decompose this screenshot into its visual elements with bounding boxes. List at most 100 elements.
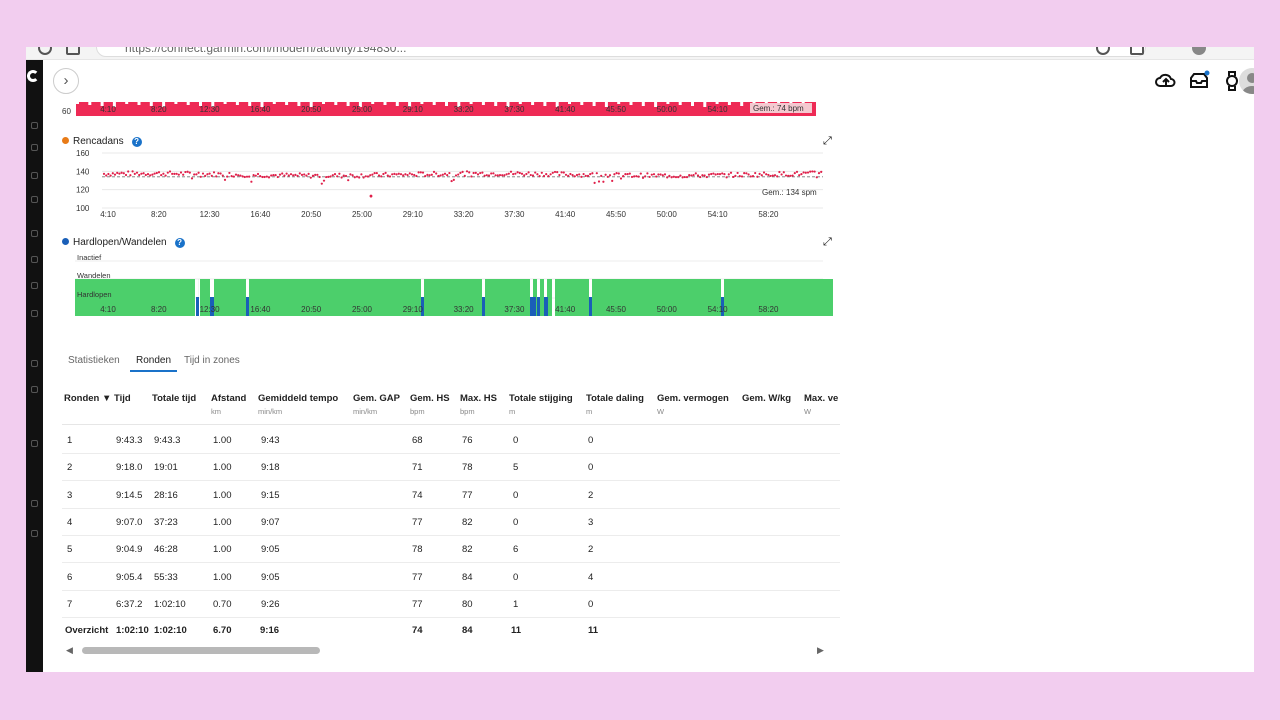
cadence-point [419,171,422,174]
cadence-point [507,172,510,175]
column-header[interactable]: Gem. GAP [353,393,400,404]
column-header[interactable]: Afstand [211,393,247,404]
cadence-point [674,176,678,179]
table-cell: 6 [67,571,73,583]
cadence-point [503,174,506,177]
nav-icon[interactable] [31,530,38,537]
scroll-left-icon[interactable]: ◀ [66,645,73,655]
cadence-point [490,172,493,175]
cadence-point [261,175,264,179]
cadence-point [567,174,570,177]
nav-icon[interactable] [31,256,38,263]
column-header[interactable]: Gem. HS [410,393,450,404]
cadence-point [547,175,550,178]
nav-icon[interactable] [31,500,38,507]
nav-icon[interactable] [31,122,38,129]
running-segment [200,279,210,316]
column-header[interactable]: Max. ve [804,393,839,404]
nav-icon[interactable] [31,386,38,393]
nav-icon[interactable] [31,172,38,179]
nav-icon[interactable] [31,310,38,317]
column-header[interactable]: Totale daling [586,393,644,404]
help-icon[interactable]: ? [174,238,185,248]
cadence-point [472,171,475,175]
nav-icon[interactable] [31,360,38,367]
table-row[interactable]: 3 9:14.5 28:16 1.00 9:15 74 77 0 2 [62,482,840,509]
help-icon[interactable]: ? [131,137,142,147]
reload-icon[interactable] [38,47,52,55]
column-header[interactable]: Ronden ▼ [64,393,112,404]
cadence-point [386,174,389,177]
hr-x-tick: 25:00 [352,105,373,114]
cadence-point [344,174,348,178]
table-total-row[interactable]: Overzicht 1:02:10 1:02:10 6.70 9:16 74 84 11 11 [62,618,840,634]
cadence-point [727,173,730,176]
table-row[interactable]: 1 9:43.3 9:43.3 1.00 9:43 68 76 0 0 [62,427,840,454]
hr-x-tick: 41:40 [555,105,576,114]
nav-icon[interactable] [31,144,38,151]
cadence-point [725,176,728,179]
tab-tijd-in-zones[interactable]: Tijd in zones [184,355,240,366]
cadence-point [428,174,431,177]
cadence-point [237,174,240,177]
hr-x-tick: 16:40 [250,105,271,114]
column-header[interactable]: Totale stijging [509,393,573,404]
table-row[interactable]: 5 9:04.9 46:28 1.00 9:05 78 82 6 2 [62,536,840,564]
table-scrollbar[interactable]: ◀ ▶ [62,645,840,657]
table-row[interactable]: 7 6:37.2 1:02:10 0.70 9:26 77 80 1 0 [62,591,840,618]
chevron-right-icon[interactable]: › [53,68,79,94]
nav-icon[interactable] [31,230,38,237]
table-cell: 9:05 [261,544,280,556]
cadence-point [569,172,572,176]
table-row[interactable]: 6 9:05.4 55:33 1.00 9:05 77 84 0 4 [62,564,840,591]
cadence-point [175,172,178,175]
cadence-point [421,171,425,174]
cadence-point [254,174,257,177]
cadence-point [756,175,759,178]
cadence-point [333,172,337,176]
column-header[interactable]: Gem. W/kg [742,393,792,404]
column-header[interactable]: Totale tijd [152,393,197,404]
cadence-x-tick: 16:40 [250,210,271,219]
address-bar[interactable]: https://connect.garmin.com/modern/activi… [96,47,1146,57]
table-row[interactable]: 4 9:07.0 37:23 1.00 9:07 77 82 0 3 [62,509,840,536]
cadence-point [320,182,323,185]
walking-segment [530,297,536,316]
table-row[interactable]: 2 9:18.0 19:01 1.00 9:18 71 78 5 0 [62,454,840,482]
nav-icon[interactable] [31,196,38,203]
tab-statistieken[interactable]: Statistieken [68,355,120,366]
cadence-point [782,171,785,174]
cadence-point [336,175,339,178]
column-header[interactable]: Tijd [114,393,131,404]
table-cell: 0 [513,489,519,501]
expand-icon[interactable]: ⤢ [823,135,832,147]
cadence-point [617,172,620,175]
garmin-logo-icon[interactable] [27,70,39,82]
nav-icon[interactable] [31,440,38,447]
profile-icon[interactable] [1192,47,1206,55]
settings-icon[interactable] [1096,47,1110,55]
cadence-point [177,173,180,176]
column-header[interactable]: Max. HS [460,393,497,404]
table-cell: 9:18 [261,462,280,474]
inbox-icon[interactable] [1188,70,1210,92]
upload-icon[interactable] [1155,70,1177,92]
cadence-point [347,179,350,182]
cadence-point [820,170,823,173]
nav-icon[interactable] [31,282,38,289]
cadence-x-tick: 37:30 [504,210,525,219]
cadence-point [487,174,491,177]
user-icon[interactable] [1239,68,1254,94]
tab-ronden[interactable]: Ronden [130,351,178,372]
watch-icon[interactable] [1221,70,1243,92]
run-walk-chart-title: Hardlopen/Wandelen? [62,237,185,248]
bookmark-icon[interactable] [1130,47,1144,55]
scrollbar-thumb[interactable] [82,647,320,654]
hr-x-tick: 37:30 [504,105,525,114]
scroll-right-icon[interactable]: ▶ [817,645,824,655]
column-header[interactable]: Gem. vermogen [657,393,729,404]
cadence-point [375,171,378,175]
apps-icon[interactable] [66,47,80,55]
expand-icon[interactable]: ⤢ [823,236,832,248]
column-header[interactable]: Gemiddeld tempo [258,393,339,404]
